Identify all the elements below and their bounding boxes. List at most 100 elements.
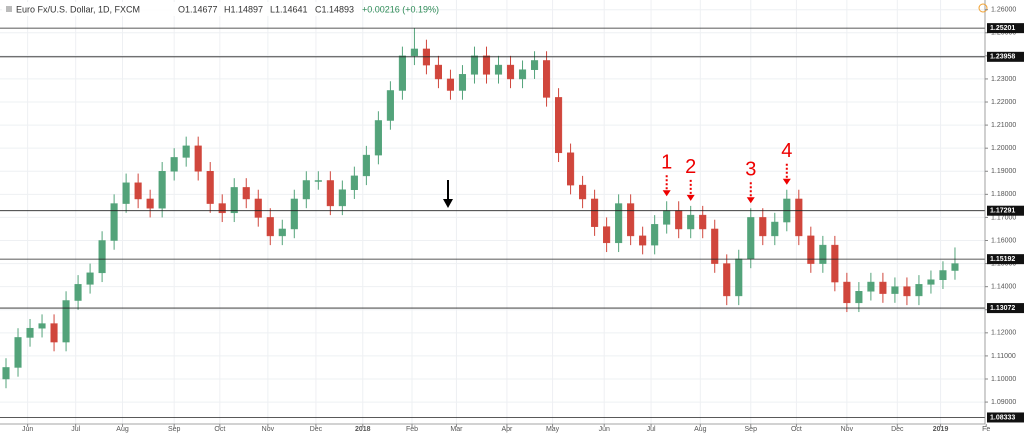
candle-body: [410, 48, 418, 57]
candle-body: [687, 214, 695, 230]
annotation-arrowhead: [662, 190, 671, 197]
x-tick-label: Sep: [745, 426, 758, 433]
candle-body: [591, 198, 599, 227]
x-tick-label: Feb: [406, 426, 418, 433]
candle-body: [663, 210, 671, 225]
candle-body: [146, 198, 154, 209]
candle-body: [338, 189, 346, 207]
candle-body: [62, 300, 70, 343]
level-label-bg: [987, 51, 1024, 62]
down-arrow: [443, 180, 453, 208]
level-label: 1.08333: [990, 414, 1015, 421]
level-label-bg: [987, 303, 1024, 314]
candle-body: [567, 152, 575, 186]
x-tick-label: 2019: [933, 426, 949, 433]
candle-body: [915, 284, 923, 297]
ohlc-low: L1.14641: [270, 4, 308, 14]
candle-body: [278, 228, 286, 237]
x-tick-label: Nov: [262, 426, 275, 433]
candle-body: [290, 198, 298, 230]
candle-body: [374, 120, 382, 156]
candle-body: [446, 78, 455, 91]
x-tick-label: Nov: [841, 426, 854, 433]
level-label: 1.13072: [990, 305, 1015, 312]
candle-body: [639, 235, 647, 246]
candle-body: [747, 217, 755, 260]
candle-body: [482, 55, 491, 75]
y-tick-label: 1.10000: [991, 376, 1016, 383]
y-tick-label: 1.21000: [991, 122, 1016, 129]
annotation-label: 3: [745, 158, 756, 180]
y-tick-label: 1.19000: [991, 168, 1016, 175]
level-label: 1.15192: [990, 256, 1015, 263]
level-label-bg: [987, 23, 1024, 34]
y-tick-label: 1.11000: [991, 353, 1016, 360]
x-tick-label: Oct: [214, 426, 225, 433]
candle-body: [891, 286, 899, 294]
candle-body: [627, 203, 635, 237]
y-tick-label: 1.12000: [991, 330, 1016, 337]
ohlc-open: O1.14677: [178, 4, 218, 14]
candle-body: [759, 217, 767, 237]
candle-body: [867, 281, 875, 292]
annotation-label: 4: [781, 140, 792, 162]
x-tick-label: Aug: [694, 426, 707, 433]
ohlc-high: H1.14897: [224, 4, 263, 14]
candle-body: [86, 272, 94, 285]
candle-body: [242, 187, 250, 200]
y-tick-label: 1.14000: [991, 284, 1016, 291]
x-tick-label: Jun: [22, 426, 33, 433]
ohlc-close: C1.14893: [315, 4, 354, 14]
candle-body: [350, 175, 358, 190]
candle-body: [134, 182, 142, 200]
candle-body: [807, 235, 815, 264]
candle-body: [254, 198, 262, 218]
level-label: 1.23958: [990, 54, 1015, 61]
level-label-bg: [987, 412, 1024, 423]
y-tick-label: 1.22000: [991, 99, 1016, 106]
x-tick-label: Aug: [116, 426, 129, 433]
grid: [0, 0, 985, 424]
x-tick-label: Sep: [168, 426, 181, 433]
y-tick-label: 1.18000: [991, 191, 1016, 198]
plot: 1 2 3 4: [0, 27, 985, 418]
candle-body: [675, 210, 683, 230]
candle-body: [603, 226, 611, 244]
y-tick-label: 1.16000: [991, 237, 1016, 244]
candle-body: [699, 214, 707, 230]
candle-body: [843, 281, 851, 304]
candle-body: [939, 270, 947, 280]
x-tick-label: Jul: [647, 426, 656, 433]
candle-body: [170, 157, 178, 172]
candle-body: [819, 244, 827, 264]
candle-body: [122, 182, 130, 204]
level-label-bg: [987, 205, 1024, 216]
annotation-arrowhead: [746, 197, 755, 204]
candle-body: [218, 203, 226, 214]
y-tick-label: 1.23000: [991, 76, 1016, 83]
candle-body: [326, 180, 334, 207]
candle-body: [434, 64, 442, 80]
candle-body: [470, 55, 479, 75]
alert-icon[interactable]: [978, 3, 988, 13]
candle-body: [927, 279, 935, 285]
y-tick-label: 1.26000: [991, 7, 1016, 14]
candle-body: [795, 198, 803, 237]
x-tick-label: Jul: [71, 426, 80, 433]
y-tick-label: 1.17000: [991, 214, 1016, 221]
x-tick-label: Mar: [450, 426, 463, 433]
annotation-arrowhead: [686, 194, 695, 201]
candle-body: [879, 281, 887, 294]
x-tick-label: 2018: [355, 426, 371, 433]
candle-body: [194, 145, 202, 172]
candle-body: [2, 367, 10, 380]
candle-body: [579, 184, 587, 200]
candle-body: [723, 263, 731, 297]
x-tick-label: Jun: [599, 426, 610, 433]
annotation-arrowhead: [782, 178, 791, 185]
candle-body: [158, 171, 166, 209]
candle-body: [314, 180, 322, 182]
candle-body: [530, 60, 539, 70]
candle-body: [555, 97, 563, 154]
